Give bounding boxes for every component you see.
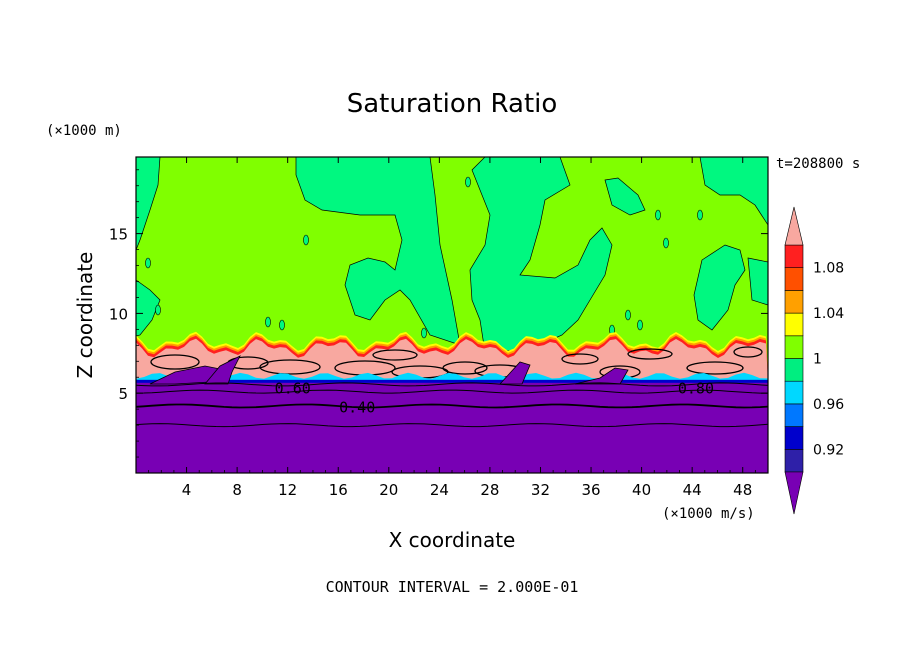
x-tick-label: 12 bbox=[278, 481, 297, 499]
dry-intrusion bbox=[204, 355, 241, 385]
colorbar-segment bbox=[784, 267, 804, 291]
x-tick-label: 48 bbox=[733, 481, 752, 499]
contour-speck bbox=[303, 234, 309, 246]
contour-speck bbox=[663, 237, 669, 249]
x-tick-label: 32 bbox=[531, 481, 550, 499]
contour-line bbox=[136, 382, 768, 387]
contour-line bbox=[136, 423, 768, 428]
y-unit-label: (×1000 m) bbox=[46, 123, 122, 139]
saturated-plume bbox=[747, 257, 768, 306]
contour-speck bbox=[465, 176, 471, 188]
x-tick-label: 24 bbox=[430, 481, 449, 499]
y-axis-label: Z coordinate bbox=[73, 252, 97, 379]
contour-speck bbox=[279, 319, 285, 331]
contour-label: 0.80 bbox=[678, 379, 714, 397]
colorbar-segment bbox=[784, 358, 804, 382]
cloud-cell-contour bbox=[561, 353, 599, 365]
cloud-cell-contour bbox=[259, 359, 321, 375]
colorbar-tick-label: 0.92 bbox=[813, 442, 844, 458]
saturated-plume bbox=[604, 177, 646, 216]
saturated-plume bbox=[693, 244, 746, 331]
x-axis-label: X coordinate bbox=[389, 528, 516, 552]
x-tick-label: 4 bbox=[182, 481, 192, 499]
colorbar-segment bbox=[784, 380, 804, 405]
cloud-cell-contour bbox=[442, 361, 488, 375]
colorbar-tick-label: 0.96 bbox=[813, 397, 844, 413]
contour-label: 0.60 bbox=[275, 379, 311, 397]
x-unit-label: (×1000 m/s) bbox=[662, 506, 755, 522]
contour-speck bbox=[697, 209, 703, 221]
colorbar-segment bbox=[784, 312, 804, 337]
time-label: t=208800 s bbox=[776, 156, 860, 172]
contour-interval-label: CONTOUR INTERVAL = 2.000E-01 bbox=[326, 578, 579, 596]
cloud-cell-contour bbox=[372, 349, 418, 361]
contour-speck bbox=[637, 319, 643, 331]
contour-label: 0.40 bbox=[339, 399, 375, 417]
saturated-plume bbox=[136, 279, 161, 337]
contour-speck bbox=[421, 327, 427, 339]
contour-line bbox=[136, 389, 768, 394]
colorbar: 0.92 0.96 1 1.04 1.08 bbox=[784, 206, 844, 515]
cloud-cell-contour bbox=[150, 354, 200, 370]
x-tick-label: 36 bbox=[581, 481, 600, 499]
dry-intrusion bbox=[574, 367, 629, 385]
dry-intrusion bbox=[499, 361, 531, 385]
transition-blue bbox=[136, 379, 768, 385]
saturated-plume bbox=[295, 157, 461, 346]
colorbar-segment bbox=[784, 244, 804, 269]
saturated-plume bbox=[136, 157, 161, 251]
plot-area bbox=[136, 157, 768, 473]
contour-labels: 0.60 0.40 0.80 bbox=[275, 379, 714, 416]
colorbar-segment bbox=[784, 448, 804, 473]
contour-speck bbox=[655, 209, 661, 221]
colorbar-tick-label: 1.04 bbox=[813, 306, 844, 322]
contour-speck bbox=[265, 316, 271, 328]
saturated-plume bbox=[469, 157, 613, 353]
dry-lower-layer bbox=[136, 382, 768, 473]
colorbar-segment bbox=[784, 335, 804, 359]
x-axis: 4 8 12 16 20 24 28 32 36 40 44 48 bbox=[148, 157, 756, 499]
x-tick-label: 40 bbox=[632, 481, 651, 499]
colorbar-segment bbox=[784, 426, 804, 450]
y-tick-label: 5 bbox=[118, 385, 128, 403]
saturated-plume bbox=[699, 157, 768, 226]
x-tick-label: 28 bbox=[480, 481, 499, 499]
x-tick-label: 20 bbox=[379, 481, 398, 499]
cloud-cell-contour bbox=[627, 348, 673, 360]
contour-speck bbox=[145, 257, 151, 269]
y-tick-label: 10 bbox=[109, 305, 128, 323]
y-tick-label: 15 bbox=[109, 226, 128, 244]
contour-speck bbox=[155, 304, 161, 316]
cloud-cell-contour bbox=[733, 346, 763, 358]
colorbar-under-triangle bbox=[784, 471, 804, 515]
contour-line bbox=[136, 403, 768, 409]
chart-title: Saturation Ratio bbox=[347, 89, 558, 119]
contour-speck bbox=[625, 309, 631, 321]
x-tick-label: 16 bbox=[329, 481, 348, 499]
colorbar-over-triangle bbox=[784, 206, 804, 246]
colorbar-tick-label: 1 bbox=[813, 352, 822, 368]
colorbar-tick-label: 1.08 bbox=[813, 261, 844, 277]
y-axis: 5 10 15 bbox=[109, 169, 768, 458]
colorbar-segment bbox=[784, 403, 804, 427]
x-tick-label: 44 bbox=[683, 481, 702, 499]
colorbar-segment bbox=[784, 290, 804, 314]
x-tick-label: 8 bbox=[232, 481, 242, 499]
cloud-cell-contour bbox=[686, 361, 744, 375]
